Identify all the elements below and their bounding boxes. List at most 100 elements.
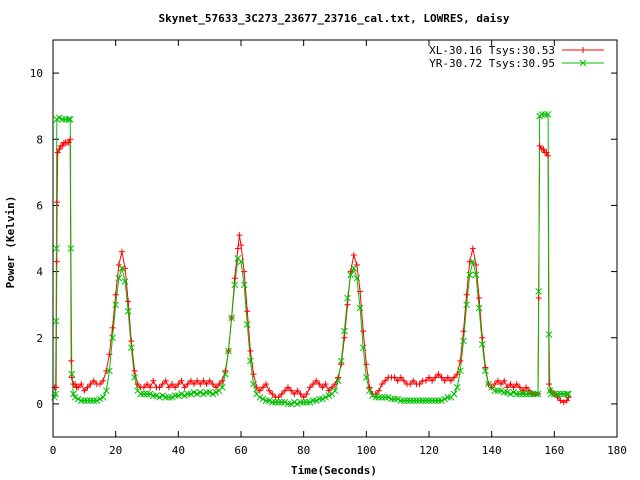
data-point xyxy=(372,393,380,401)
data-point xyxy=(529,390,536,398)
data-point xyxy=(300,398,308,406)
data-point xyxy=(53,258,60,265)
data-point xyxy=(473,261,479,268)
data-point xyxy=(303,398,311,406)
data-point xyxy=(231,275,238,282)
x-tick-label: 160 xyxy=(544,444,564,457)
data-point xyxy=(447,377,454,384)
data-point xyxy=(118,248,125,255)
data-point xyxy=(250,380,257,388)
data-point xyxy=(209,381,216,388)
legend-marker xyxy=(580,47,586,53)
data-point xyxy=(191,381,197,388)
x-tick-label: 120 xyxy=(419,444,439,457)
data-point xyxy=(122,265,129,272)
data-point xyxy=(325,387,332,394)
data-point xyxy=(55,114,63,122)
data-point xyxy=(554,390,561,398)
data-point xyxy=(466,258,473,265)
data-point xyxy=(382,377,389,384)
data-point xyxy=(84,384,91,391)
data-point xyxy=(366,384,373,391)
x-tick-label: 140 xyxy=(482,444,502,457)
data-point xyxy=(341,334,348,341)
data-point xyxy=(435,397,442,404)
data-point xyxy=(87,397,94,404)
data-point xyxy=(482,364,489,371)
data-point xyxy=(100,377,107,384)
data-point xyxy=(196,388,204,396)
data-point xyxy=(394,395,402,403)
data-point xyxy=(516,390,524,398)
data-point xyxy=(74,395,82,403)
data-point xyxy=(212,384,219,391)
data-point xyxy=(106,367,113,375)
data-point xyxy=(278,398,286,406)
data-point xyxy=(335,374,342,381)
data-point xyxy=(125,298,132,305)
data-point xyxy=(194,377,201,384)
axis-ticks: 0 20 40 60 80 100 120 140 160 180 0 2 4 6 8 10 xyxy=(30,40,627,457)
data-point xyxy=(65,139,72,146)
data-point xyxy=(315,395,323,403)
data-point xyxy=(247,347,254,354)
data-point xyxy=(476,295,483,302)
x-tick-label: 180 xyxy=(607,444,627,457)
data-point xyxy=(397,397,405,404)
data-point xyxy=(137,390,145,398)
data-point xyxy=(71,393,79,401)
data-point xyxy=(237,258,245,266)
data-point xyxy=(444,374,451,381)
data-point xyxy=(131,367,138,374)
y-axis-label: Power (Kelvin) xyxy=(4,196,17,289)
data-point xyxy=(162,377,169,384)
data-point xyxy=(441,395,449,403)
data-point xyxy=(165,393,173,401)
data-point xyxy=(262,397,270,404)
data-point xyxy=(375,387,382,394)
data-point xyxy=(501,377,508,384)
data-point xyxy=(545,152,552,159)
data-point xyxy=(400,377,407,384)
data-point xyxy=(256,387,263,394)
data-point xyxy=(187,390,195,398)
data-point xyxy=(162,393,170,401)
data-point xyxy=(112,291,119,298)
data-point xyxy=(319,384,326,391)
data-point xyxy=(497,387,505,395)
data-point xyxy=(287,400,295,408)
data-point xyxy=(565,390,572,398)
data-point xyxy=(59,116,66,123)
data-point xyxy=(491,387,499,395)
data-point xyxy=(536,142,543,149)
data-point xyxy=(469,245,476,252)
data-point xyxy=(410,377,417,384)
plot-frame xyxy=(52,39,618,438)
data-point xyxy=(143,390,151,398)
data-point xyxy=(379,381,385,388)
data-point xyxy=(128,338,135,345)
data-point xyxy=(288,387,295,394)
data-point xyxy=(281,398,289,406)
data-point xyxy=(144,381,150,388)
data-point xyxy=(526,387,533,394)
data-point xyxy=(272,398,279,406)
data-point xyxy=(121,278,129,285)
chart-title: Skynet_57633_3C273_23677_23716_cal.txt, … xyxy=(159,12,510,25)
legend-label: XL-30.16 Tsys:30.53 xyxy=(429,44,555,57)
data-point xyxy=(103,367,110,374)
data-point xyxy=(53,384,60,391)
data-point xyxy=(498,381,505,388)
data-point xyxy=(171,392,179,399)
data-point xyxy=(557,390,564,398)
data-point xyxy=(131,374,138,381)
data-point xyxy=(109,334,116,342)
data-point xyxy=(187,377,194,384)
data-point xyxy=(68,357,75,364)
data-point xyxy=(52,317,60,325)
data-point xyxy=(338,361,345,368)
data-point xyxy=(557,397,564,404)
data-point xyxy=(375,393,383,401)
data-point xyxy=(222,367,229,374)
